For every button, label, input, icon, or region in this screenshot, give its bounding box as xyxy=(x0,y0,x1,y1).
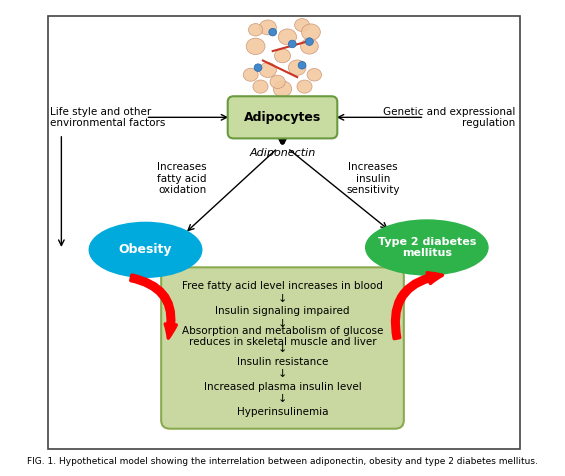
Ellipse shape xyxy=(246,38,265,55)
Text: Hyperinsulinemia: Hyperinsulinemia xyxy=(237,407,328,416)
Text: Insulin resistance: Insulin resistance xyxy=(237,357,328,367)
Text: FIG. 1. Hypothetical model showing the interrelation between adiponectin, obesit: FIG. 1. Hypothetical model showing the i… xyxy=(27,457,538,466)
Ellipse shape xyxy=(253,80,268,93)
Text: Absorption and metabolism of glucose
reduces in skeletal muscle and liver: Absorption and metabolism of glucose red… xyxy=(182,326,383,347)
Ellipse shape xyxy=(301,24,320,40)
Text: Type 2 diabetes
mellitus: Type 2 diabetes mellitus xyxy=(377,237,476,258)
Ellipse shape xyxy=(89,222,202,278)
Circle shape xyxy=(298,61,306,69)
Text: ↓: ↓ xyxy=(278,394,287,404)
Ellipse shape xyxy=(243,68,258,81)
Ellipse shape xyxy=(278,29,297,45)
FancyBboxPatch shape xyxy=(161,268,404,429)
Ellipse shape xyxy=(275,49,290,63)
Text: ↓: ↓ xyxy=(278,344,287,354)
Ellipse shape xyxy=(288,60,306,75)
Circle shape xyxy=(254,64,262,71)
Circle shape xyxy=(306,38,314,45)
Text: Increased plasma insulin level: Increased plasma insulin level xyxy=(203,382,362,392)
Ellipse shape xyxy=(297,80,312,93)
Ellipse shape xyxy=(366,220,488,275)
FancyArrowPatch shape xyxy=(131,275,176,338)
Text: Genetic and expressional
regulation: Genetic and expressional regulation xyxy=(383,107,515,128)
Text: Increases
fatty acid
oxidation: Increases fatty acid oxidation xyxy=(158,162,207,196)
Ellipse shape xyxy=(249,24,263,36)
Ellipse shape xyxy=(273,81,292,97)
Text: Adipocytes: Adipocytes xyxy=(244,111,321,124)
Text: Free fatty acid level increases in blood: Free fatty acid level increases in blood xyxy=(182,281,383,291)
Ellipse shape xyxy=(294,19,310,31)
Text: ↓: ↓ xyxy=(278,319,287,329)
Text: Life style and other
environmental factors: Life style and other environmental facto… xyxy=(50,107,166,128)
FancyArrowPatch shape xyxy=(393,273,442,338)
Text: Increases
insulin
sensitivity: Increases insulin sensitivity xyxy=(346,162,400,196)
Text: Adiponectin: Adiponectin xyxy=(249,148,316,158)
Text: Insulin signaling impaired: Insulin signaling impaired xyxy=(215,307,350,317)
Circle shape xyxy=(288,40,296,48)
Ellipse shape xyxy=(270,75,285,89)
FancyBboxPatch shape xyxy=(228,96,337,139)
Ellipse shape xyxy=(301,39,318,54)
Ellipse shape xyxy=(307,69,321,81)
Text: ↓: ↓ xyxy=(278,294,287,304)
Ellipse shape xyxy=(259,62,276,78)
Text: ↓: ↓ xyxy=(278,369,287,379)
Ellipse shape xyxy=(259,20,276,35)
Text: Obesity: Obesity xyxy=(119,243,172,257)
Circle shape xyxy=(269,29,277,36)
